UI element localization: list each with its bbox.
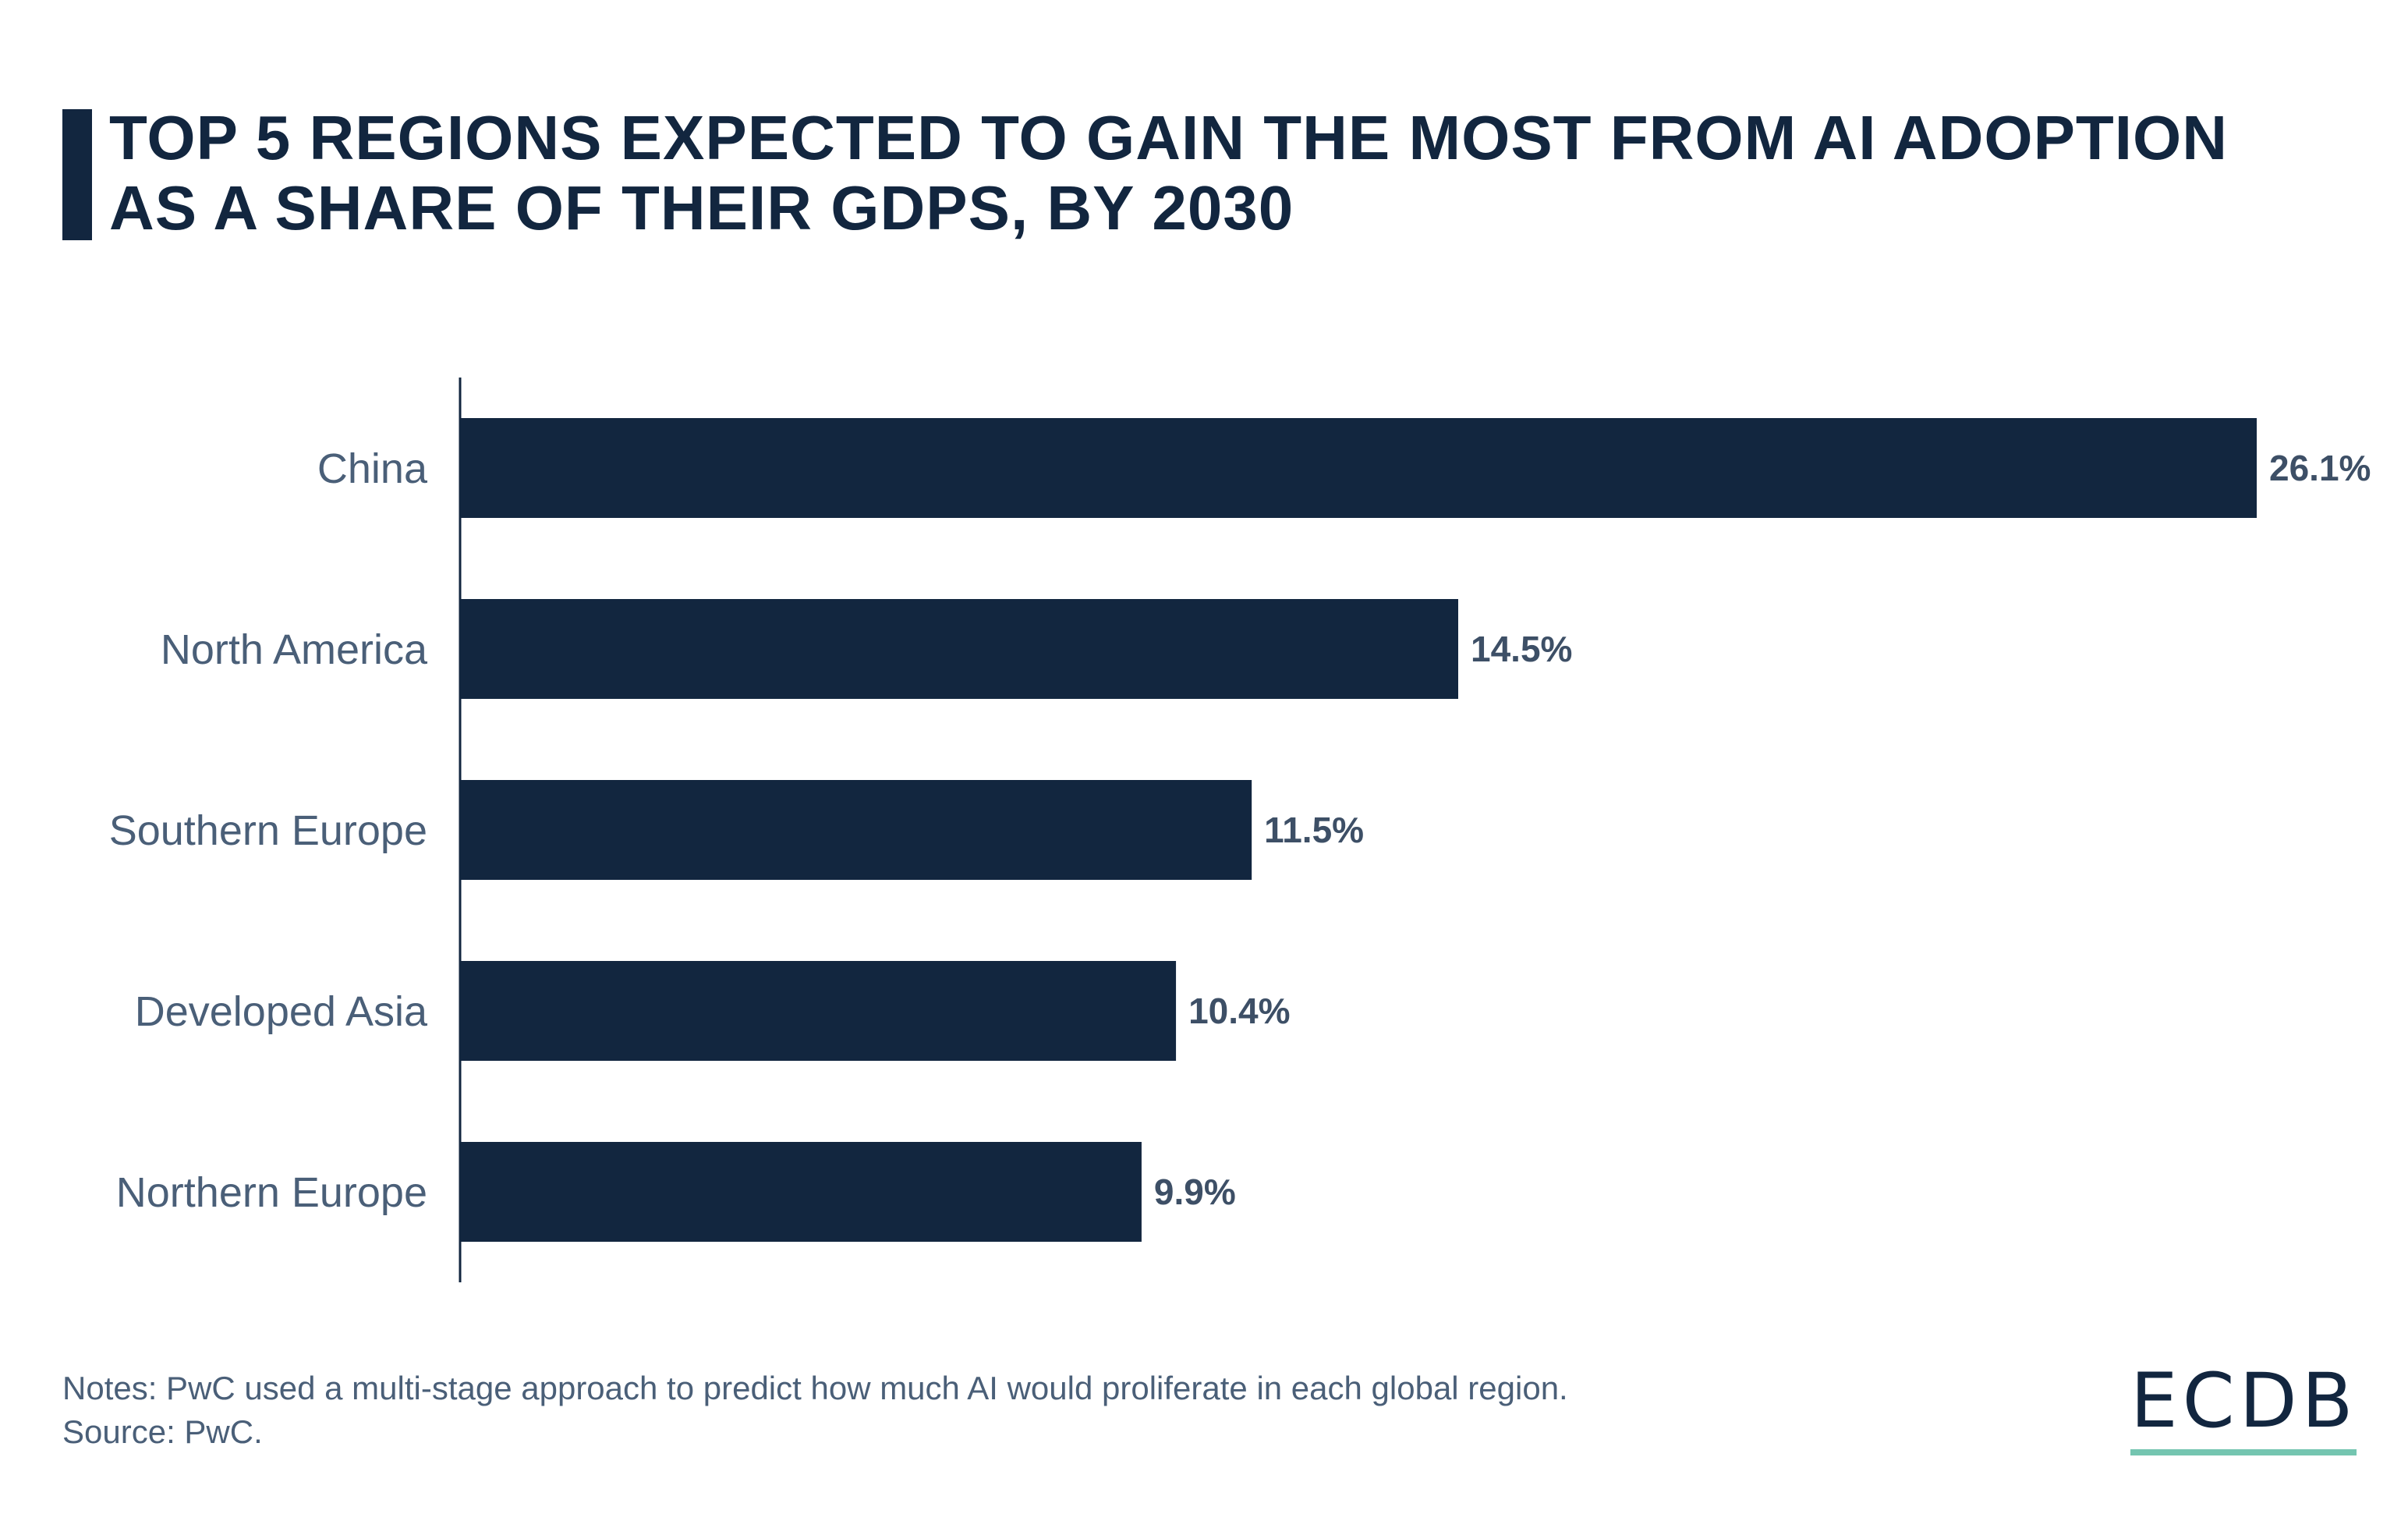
value-label: 26.1%	[2269, 448, 2371, 488]
title-line-2: AS A SHARE OF THEIR GDPS, BY 2030	[109, 173, 1294, 243]
category-label: Southern Europe	[109, 807, 427, 854]
bar-0	[460, 418, 2257, 518]
footnotes: Notes: PwC used a multi-stage approach t…	[62, 1367, 1568, 1454]
logo-text: ECDB	[2130, 1357, 2358, 1445]
bar-3	[460, 961, 1177, 1061]
value-label: 14.5%	[1471, 629, 1572, 669]
title-line-1: TOP 5 REGIONS EXPECTED TO GAIN THE MOST …	[109, 103, 2229, 172]
value-label: 11.5%	[1264, 810, 1364, 850]
category-label: North America	[161, 626, 428, 673]
chart-title: TOP 5 REGIONS EXPECTED TO GAIN THE MOST …	[109, 103, 2228, 243]
notes-text: Notes: PwC used a multi-stage approach t…	[62, 1370, 1568, 1406]
bar-2	[460, 780, 1252, 880]
source-text: Source: PwC.	[62, 1413, 263, 1450]
category-label: Developed Asia	[135, 988, 428, 1035]
category-label: China	[317, 445, 428, 492]
bar-1	[460, 599, 1458, 699]
ecdb-logo: ECDB	[2130, 1357, 2358, 1455]
logo-underline	[2130, 1449, 2357, 1455]
value-label: 9.9%	[1154, 1172, 1236, 1212]
title-accent-bar	[62, 109, 92, 240]
category-label: Northern Europe	[116, 1169, 427, 1216]
value-label: 10.4%	[1188, 991, 1290, 1031]
bar-4	[460, 1142, 1142, 1242]
